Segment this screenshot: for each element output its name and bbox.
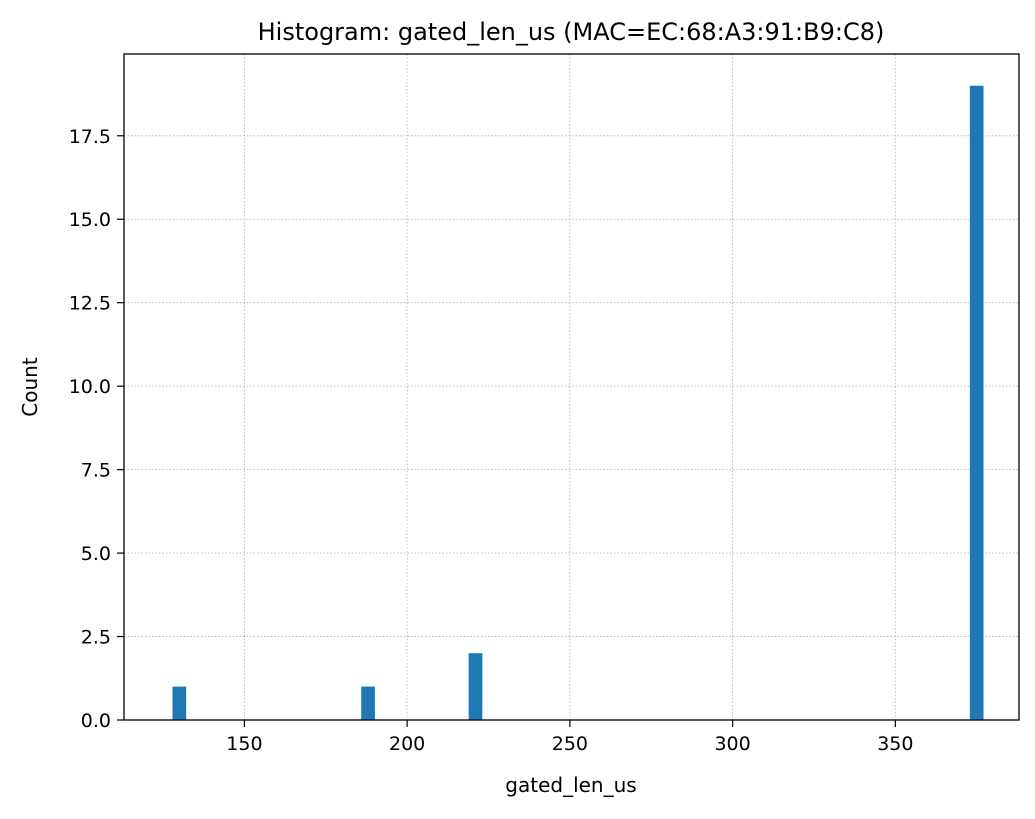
y-tick-label: 15.0 (69, 209, 111, 231)
histogram-bar (969, 85, 984, 720)
histogram-bar (172, 686, 187, 720)
y-tick-label: 2.5 (81, 627, 111, 649)
x-tick-label: 250 (552, 733, 588, 755)
y-tick-label: 0.0 (81, 710, 111, 732)
chart-title: Histogram: gated_len_us (MAC=EC:68:A3:91… (258, 18, 885, 46)
x-tick-label: 300 (714, 733, 750, 755)
histogram-bar (361, 686, 375, 720)
y-tick-label: 5.0 (81, 543, 111, 565)
y-tick-label: 10.0 (69, 376, 111, 398)
histogram-bar (468, 653, 483, 720)
bar-layer (172, 85, 984, 720)
y-tick-label: 17.5 (69, 126, 111, 148)
x-axis-label: gated_len_us (505, 773, 636, 797)
y-tick-label: 7.5 (81, 460, 111, 482)
tick-layer: 150 200 250 300 350 0.0 2.5 5.0 7.5 10.0 12.5 15.0 1… (69, 126, 914, 755)
x-tick-label: 350 (877, 733, 913, 755)
plot-frame (123, 53, 1020, 721)
x-tick-label: 200 (389, 733, 425, 755)
y-tick-label: 12.5 (69, 293, 111, 315)
y-axis-label: Count (18, 357, 42, 417)
x-tick-label: 150 (226, 733, 262, 755)
